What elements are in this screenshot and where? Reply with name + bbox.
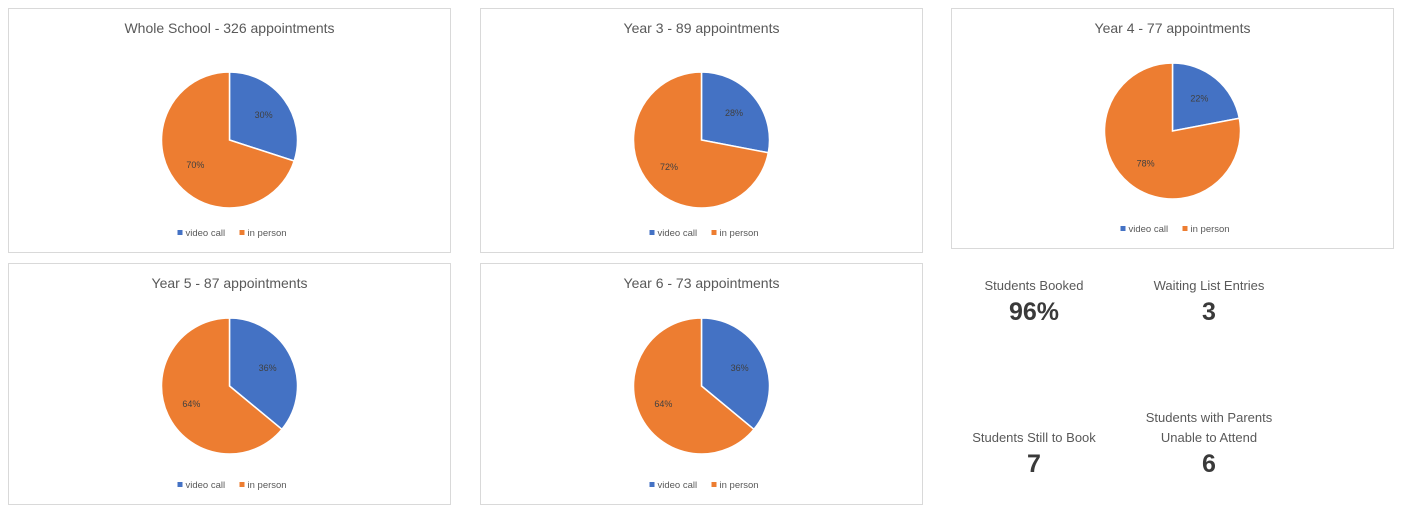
chart-legend: video call in person: [177, 480, 287, 491]
legend-swatch: [1120, 226, 1126, 231]
legend-label: in person: [720, 480, 759, 491]
chart-legend: video call in person: [649, 228, 759, 239]
pie-slice-video-call: [700, 317, 771, 431]
pie-slice-in-person: [160, 317, 283, 455]
legend-label: in person: [720, 228, 759, 239]
chart-card-whole-school: Whole School - 326 appointments 30% 70% vid…: [8, 8, 451, 253]
stat-label: Students Booked: [984, 278, 1084, 293]
pie-chart-year-4: Year 4 - 77 appointments 22% 78% video call…: [1095, 20, 1251, 235]
chart-title: Year 4 - 77 appointments: [1095, 20, 1251, 36]
data-label: 64%: [654, 399, 672, 409]
data-label: 28%: [725, 108, 743, 118]
stat-label: Waiting List Entries: [1153, 278, 1265, 293]
pie-chart-year-6: Year 6 - 73 appointments 36% 64% video call…: [624, 275, 780, 491]
stat-students-booked: Students Booked 96%: [959, 276, 1109, 327]
legend-swatch: [239, 482, 245, 487]
chart-legend: video call in person: [649, 480, 759, 491]
legend-label: video call: [658, 228, 698, 239]
chart-legend: video call in person: [177, 228, 287, 239]
legend-swatch: [649, 230, 655, 235]
stat-waiting-list: Waiting List Entries 3: [1124, 276, 1294, 327]
stat-unable-to-attend: Students with Parents Unable to Attend 6: [1124, 408, 1294, 479]
stat-value: 7: [1027, 450, 1041, 478]
chart-card-year-6: Year 6 - 73 appointments 36% 64% video call…: [480, 263, 923, 505]
stat-value: 96%: [1008, 298, 1060, 326]
stat-label: Unable to Attend: [1160, 430, 1258, 445]
pie-slice-in-person: [632, 317, 755, 455]
stat-label: Students with Parents: [1145, 410, 1273, 425]
stat-still-to-book: Students Still to Book 7: [954, 428, 1114, 479]
data-label: 36%: [259, 363, 277, 373]
legend-swatch: [177, 230, 183, 235]
chart-title: Year 3 - 89 appointments: [624, 20, 780, 36]
legend-swatch: [649, 482, 655, 487]
data-label: 30%: [255, 110, 273, 120]
stat-label: Students Still to Book: [972, 430, 1096, 445]
pie-slice-in-person: [160, 71, 296, 209]
legend-swatch: [1182, 226, 1188, 231]
pie-slice-in-person: [1103, 62, 1242, 200]
legend-swatch: [239, 230, 245, 235]
stat-value: 3: [1202, 298, 1216, 326]
data-label: 64%: [182, 399, 200, 409]
legend-label: video call: [1129, 224, 1169, 235]
pie-chart-year-3: Year 3 - 89 appointments 28% 72% video call…: [624, 20, 780, 239]
pie-slice-video-call: [228, 317, 299, 431]
pie-slice-video-call: [1171, 62, 1241, 132]
legend-swatch: [711, 230, 717, 235]
chart-legend: video call in person: [1120, 224, 1230, 235]
chart-card-year-4: Year 4 - 77 appointments 22% 78% video call…: [951, 8, 1394, 249]
data-label: 78%: [1137, 158, 1155, 168]
legend-label: video call: [658, 480, 698, 491]
legend-swatch: [711, 482, 717, 487]
data-label: 70%: [186, 160, 204, 170]
pie-slice-video-call: [228, 71, 299, 162]
data-label: 36%: [731, 363, 749, 373]
pie-chart-whole-school: Whole School - 326 appointments 30% 70% vid…: [124, 20, 334, 239]
chart-card-year-3: Year 3 - 89 appointments 28% 72% video call…: [480, 8, 923, 253]
pie-slice-in-person: [632, 71, 770, 209]
chart-title: Year 5 - 87 appointments: [152, 275, 308, 291]
data-label: 72%: [660, 162, 678, 172]
legend-label: video call: [186, 228, 226, 239]
legend-swatch: [177, 482, 183, 487]
legend-label: in person: [248, 480, 287, 491]
pie-slice-video-call: [700, 71, 771, 154]
legend-label: in person: [248, 228, 287, 239]
data-label: 22%: [1190, 94, 1208, 104]
stat-value: 6: [1202, 450, 1216, 478]
pie-chart-year-5: Year 5 - 87 appointments 36% 64% video call…: [152, 275, 308, 491]
legend-label: video call: [186, 480, 226, 491]
chart-title: Whole School - 326 appointments: [124, 20, 334, 36]
chart-title: Year 6 - 73 appointments: [624, 275, 780, 291]
chart-card-year-5: Year 5 - 87 appointments 36% 64% video call…: [8, 263, 451, 505]
legend-label: in person: [1191, 224, 1230, 235]
